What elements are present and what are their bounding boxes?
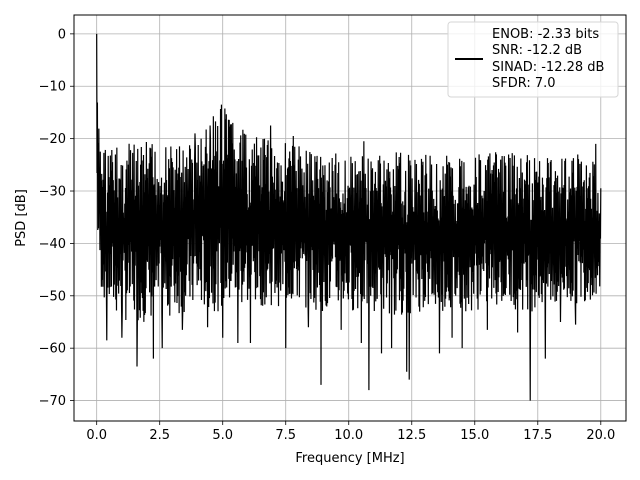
series-layer [96,33,602,401]
x-tick-label: 15.0 [460,428,489,443]
x-tick-label: 17.5 [523,428,552,443]
x-tick-label: 0.0 [86,428,107,443]
legend-entry-sinad: SINAD: -12.28 dB [492,60,604,75]
legend-entry-enob: ENOB: -2.33 bits [492,27,599,42]
x-tick-label: 20.0 [586,428,615,443]
legend-box [447,21,619,98]
legend: ENOB: -2.33 bits SNR: -12.2 dB SINAD: -1… [447,21,619,98]
x-tick-label: 5.0 [212,428,233,443]
y-tick-label: 0 [58,27,66,42]
y-tick-label: −20 [39,132,66,147]
tick-layer: 0.0 2.5 5.0 7.5 10.0 12.5 15.0 17.5 20.0 0 −10 −20 −… [39,27,616,443]
y-tick-label: −30 [39,185,66,200]
y-tick-label: −40 [39,237,66,252]
y-tick-label: −70 [39,394,66,409]
y-tick-label: −50 [39,289,66,304]
y-axis-label: PSD [dB] [14,189,29,247]
plot-area-frame [73,14,627,422]
x-tick-label: 10.0 [334,428,363,443]
psd-series-line [96,33,602,401]
y-tick-label: −10 [39,80,66,95]
x-tick-label: 12.5 [397,428,426,443]
x-tick-label: 2.5 [149,428,170,443]
x-axis-label: Frequency [MHz] [295,451,404,466]
legend-entry-snr: SNR: -12.2 dB [492,43,582,58]
y-tick-label: −60 [39,342,66,357]
legend-entry-sfdr: SFDR: 7.0 [492,76,556,91]
x-tick-label: 7.5 [275,428,296,443]
